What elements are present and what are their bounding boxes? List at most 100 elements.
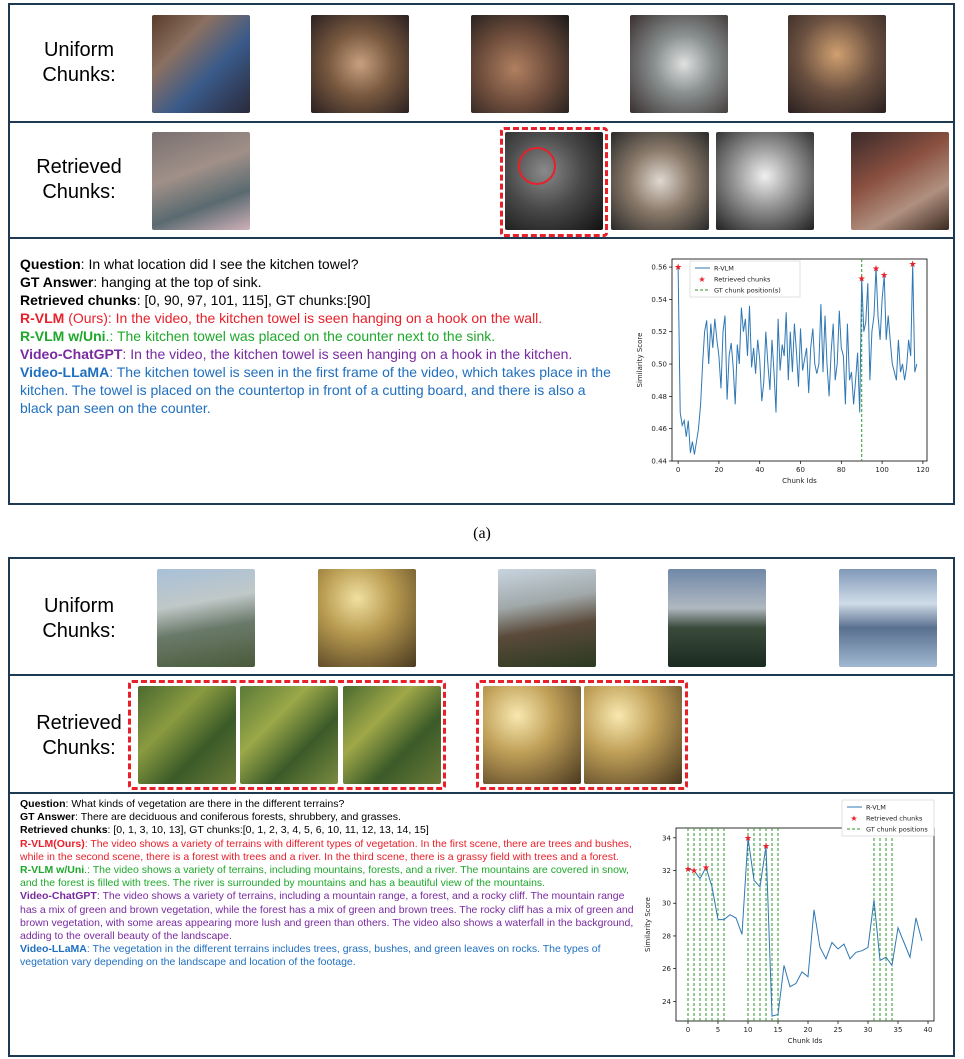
retrieved-chunk-marker: ★ (762, 842, 770, 852)
y-tick-label: 26 (662, 965, 671, 973)
panel-a: Uniform Chunks: Retrieved Chunks: Questi… (8, 3, 955, 505)
retrieved-chunk-marker: ★ (690, 867, 698, 877)
legend-box (689, 260, 801, 298)
gt-answer-label: GT Answer (20, 274, 94, 290)
retrieved-frame-0 (152, 132, 250, 230)
similarity-line (677, 263, 918, 455)
x-tick-label: 60 (796, 466, 805, 474)
retrieved-chunks-text: : [0, 90, 97, 101, 115], GT chunks:[90] (136, 292, 371, 308)
y-tick-label: 30 (662, 900, 671, 908)
uniform-frame-1 (152, 15, 250, 113)
retrieved-chunks-text: : [0, 1, 3, 10, 13], GT chunks:[0, 1, 2,… (107, 824, 429, 837)
y-tick-label: 0.44 (651, 457, 667, 465)
retrieved-frame-3 (343, 686, 441, 784)
retrieved-frame-101 (716, 132, 814, 230)
answer-video-llama: Video-LLaMA: The vegetation in the diffe… (20, 943, 601, 969)
legend-label: Retrieved chunks (866, 815, 923, 823)
retrieved-chunk-marker: ★ (674, 263, 682, 273)
gt-answer-label: GT Answer (20, 811, 76, 824)
retrieved-chunks-label: Retrieved Chunks: (36, 712, 122, 759)
answer-video-chatgpt: Video-ChatGPT: In the video, the kitchen… (20, 346, 573, 362)
plot-frame (675, 827, 935, 1022)
x-tick-label: 80 (837, 466, 846, 474)
y-tick-label: 0.56 (651, 264, 667, 272)
qa-section-a: Question: In what location did I see the… (10, 239, 953, 503)
retrieved-chunk-marker: ★ (880, 271, 888, 281)
legend-label: GT chunk position(s) (714, 287, 781, 295)
retrieved-frame-10 (483, 686, 581, 784)
legend-box (841, 799, 935, 837)
retrieved-chunks-row-a: Retrieved Chunks: (10, 123, 953, 239)
y-tick-label: 32 (662, 867, 671, 875)
x-axis-label: Chunk Ids (788, 1037, 823, 1045)
x-tick-label: 40 (755, 466, 764, 474)
retrieved-frame-115 (851, 132, 949, 230)
answer-rvlm-uni: R-VLM w/Uni.: The kitchen towel was plac… (20, 328, 496, 344)
retrieved-chunks-label: Retrieved chunks (20, 824, 108, 837)
legend-label: R-VLM (866, 804, 886, 812)
uniform-frame-3 (498, 569, 596, 667)
gt-highlight-box-1 (128, 680, 446, 790)
similarity-chart-a: 0 20 40 60 80 100 120 0.44 0.46 0.48 0.50 0.52 0.54 0… (636, 258, 930, 485)
uniform-frame-5 (788, 15, 886, 113)
legend-label: GT chunk positions (866, 826, 928, 834)
retrieved-chunk-marker: ★ (684, 865, 692, 875)
question-label: Question (20, 798, 66, 810)
x-tick-label: 0 (686, 1026, 690, 1034)
uniform-chunks-row-b: Uniform Chunks: (10, 559, 953, 676)
x-tick-label: 100 (875, 466, 888, 474)
similarity-chart-b: 0 5 10 15 20 25 30 35 40 24 26 28 30 32 34 Chunk Ids Sim… (644, 799, 935, 1045)
uniform-chunks-label: Uniform Chunks: (42, 595, 116, 642)
answer-video-llama: Video-LLaMA: The kitchen towel is seen i… (20, 364, 611, 416)
x-tick-label: 5 (716, 1026, 720, 1034)
retrieved-frame-1 (240, 686, 338, 784)
answer-rvlm: R-VLM (Ours): In the video, the kitchen … (20, 310, 543, 326)
y-axis-label: Similarity Score (636, 333, 644, 388)
y-tick-label: 0.54 (651, 296, 667, 304)
uniform-frame-1 (157, 569, 255, 667)
y-tick-label: 0.46 (651, 425, 667, 433)
uniform-frame-3 (471, 15, 569, 113)
legend-swatch: ★ (698, 275, 705, 284)
retrieved-chunk-marker: ★ (744, 834, 752, 844)
y-tick-label: 0.48 (651, 393, 667, 401)
qa-text-a: Question: In what location did I see the… (20, 255, 620, 417)
question-label: Question (20, 256, 81, 272)
x-axis-label: Chunk Ids (782, 477, 817, 485)
uniform-frame-4 (630, 15, 728, 113)
retrieved-chunks-row-b: Retrieved Chunks: (10, 676, 953, 794)
panel-b: Uniform Chunks: Retrieved Chunks: Questi… (8, 557, 955, 1057)
x-tick-label: 15 (774, 1026, 783, 1034)
uniform-chunks-row-a: Uniform Chunks: (10, 5, 953, 123)
legend-label: Retrieved chunks (714, 276, 771, 284)
retrieved-frame-13 (584, 686, 682, 784)
legend-swatch: ★ (850, 814, 857, 823)
y-tick-label: 0.50 (651, 360, 667, 368)
retrieved-chunks-label: Retrieved chunks (20, 292, 137, 308)
gt-highlight-box-2 (476, 680, 688, 790)
x-tick-label: 40 (924, 1026, 933, 1034)
x-tick-label: 10 (744, 1026, 753, 1034)
uniform-frame-4 (668, 569, 766, 667)
x-tick-label: 120 (916, 466, 929, 474)
uniform-frame-2 (318, 569, 416, 667)
x-tick-label: 30 (864, 1026, 873, 1034)
answer-video-chatgpt: Video-ChatGPT: The video shows a variety… (20, 890, 634, 943)
retrieved-frame-90 (505, 132, 603, 230)
uniform-frame-2 (311, 15, 409, 113)
similarity-line (687, 837, 923, 1017)
y-tick-label: 28 (662, 932, 671, 940)
x-tick-label: 0 (676, 466, 680, 474)
retrieved-frame-97 (611, 132, 709, 230)
legend-label: R-VLM (714, 265, 734, 273)
qa-text-b: Question: What kinds of vegetation are t… (20, 798, 635, 970)
retrieved-chunks-label: Retrieved Chunks: (36, 156, 122, 203)
x-tick-label: 20 (804, 1026, 813, 1034)
caption-a: (a) (473, 525, 491, 542)
gt-answer-text: : There are deciduous and coniferous for… (75, 811, 401, 824)
retrieved-chunk-marker: ★ (702, 863, 710, 873)
x-tick-label: 35 (894, 1026, 903, 1034)
retrieved-chunk-marker: ★ (909, 260, 917, 270)
x-tick-label: 25 (834, 1026, 843, 1034)
y-tick-label: 0.52 (651, 328, 667, 336)
